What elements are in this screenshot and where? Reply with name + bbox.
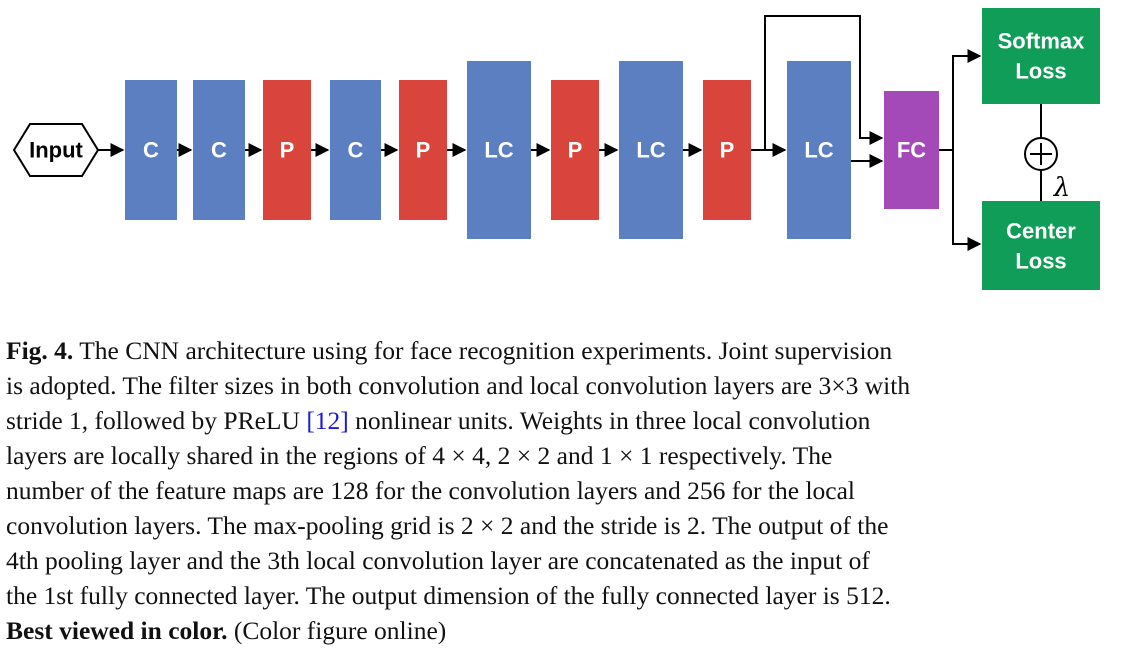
caption-line-4: layers are locally shared in the regions… <box>6 441 833 470</box>
layer-block-fc <box>884 91 939 209</box>
center-label-line2: Loss <box>1015 249 1066 274</box>
figure-label: Fig. 4. <box>6 336 74 365</box>
caption-line-3: stride 1, followed by PReLU [12] nonline… <box>6 406 871 435</box>
layer-label-fc: FC <box>897 138 926 163</box>
center-loss-box <box>982 201 1100 290</box>
lambda-weight-label: λ <box>1053 173 1070 203</box>
arrow-to-center <box>952 150 982 251</box>
input-label: Input <box>29 138 83 163</box>
layer-blocks: Input C C P C P LC P LC P LC FC Softmax Loss Center Los… <box>12 8 1100 290</box>
layer-label-pool: P <box>280 138 295 163</box>
layer-label-pool: P <box>568 138 583 163</box>
cnn-architecture-diagram: Input C C P C P LC P LC P LC FC Softmax Loss Center Los… <box>12 8 1100 290</box>
layer-label-conv: C <box>211 138 227 163</box>
layer-block-conv <box>125 80 177 220</box>
layer-block-local-conv <box>467 61 531 239</box>
caption-line-8: the 1st fully connected layer. The outpu… <box>6 581 891 610</box>
layer-block-local-conv <box>787 61 851 239</box>
figure-caption: Fig. 4. The CNN architecture using for f… <box>6 333 1110 648</box>
reference-link[interactable]: [12] <box>306 406 349 435</box>
layer-label-conv: C <box>348 138 364 163</box>
layer-label-pool: P <box>720 138 735 163</box>
layer-block-pool <box>551 80 599 220</box>
softmax-label-line1: Softmax <box>998 29 1086 54</box>
layer-block-pool <box>263 80 311 220</box>
center-label-line1: Center <box>1006 219 1076 244</box>
caption-line-9: Best viewed in color. (Color figure onli… <box>6 613 1110 648</box>
caption-line-6: convolution layers. The max-pooling grid… <box>6 511 889 540</box>
layer-block-conv <box>193 80 245 220</box>
arrow-to-softmax <box>952 49 982 150</box>
layer-block-local-conv <box>619 61 683 239</box>
layer-label-local-conv: LC <box>484 138 513 163</box>
caption-line-7: 4th pooling layer and the 3th local conv… <box>6 546 870 575</box>
caption-line-2: is adopted. The filter sizes in both con… <box>6 371 911 400</box>
color-note: (Color figure online) <box>227 616 447 645</box>
layer-block-pool <box>703 80 751 220</box>
connector-lines <box>98 15 1042 251</box>
softmax-label-line2: Loss <box>1015 59 1066 84</box>
input-node <box>12 123 100 177</box>
best-viewed-note: Best viewed in color. <box>6 616 228 645</box>
caption-line-1: Fig. 4. The CNN architecture using for f… <box>6 336 893 365</box>
layer-label-pool: P <box>416 138 431 163</box>
layer-block-pool <box>399 80 447 220</box>
layer-label-local-conv: LC <box>636 138 665 163</box>
skip-connection <box>764 15 884 150</box>
layer-label-local-conv: LC <box>804 138 833 163</box>
layer-block-conv <box>330 80 381 220</box>
softmax-loss-box <box>982 8 1100 104</box>
caption-line-5: number of the feature maps are 128 for t… <box>6 476 855 505</box>
layer-label-conv: C <box>143 138 159 163</box>
